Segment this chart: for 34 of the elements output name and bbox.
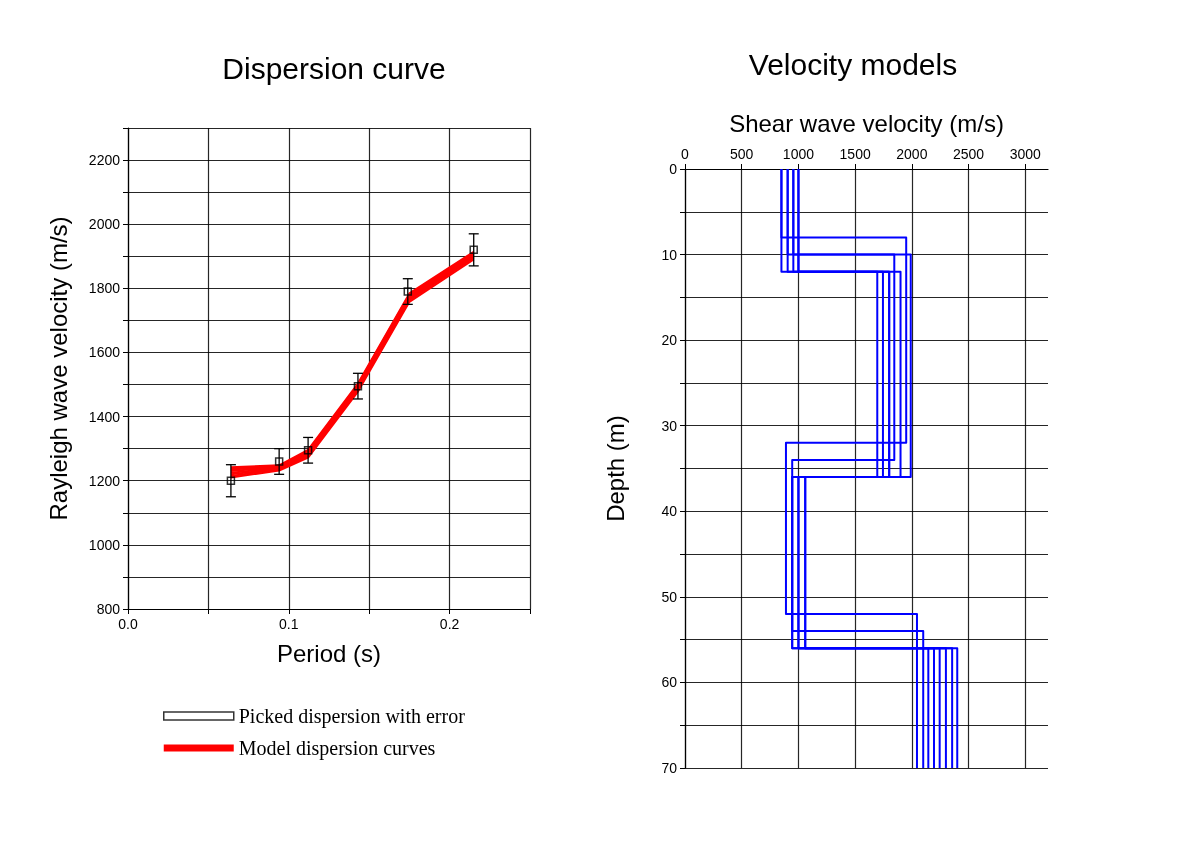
legend-label: Picked dispersion with error [238,705,466,728]
y-axis-title: Rayleigh wave velocity (m/s) [44,216,72,521]
y-tick-label: 1400 [88,408,121,425]
y-tick-label: 1600 [88,344,121,361]
chart-title: Velocity models [748,47,958,81]
y-tick-label: 70 [661,760,678,776]
legend-label: Model dispersion curves [238,737,436,760]
y-tick-label: 1800 [88,280,121,297]
chart-title: Dispersion curve [222,51,446,85]
y-tick-label: 50 [661,588,678,605]
x-axis-title: Shear wave velocity (m/s) [729,109,1004,137]
x-tick-label: 0.0 [118,616,138,632]
y-tick-label: 2200 [88,152,121,169]
y-tick-label: 800 [96,601,121,617]
y-tick-label: 1000 [88,536,121,553]
x-tick-label: 2500 [953,146,985,162]
y-tick-label: 0 [669,161,678,177]
y-tick-label: 20 [661,332,678,349]
y-axis-title: Depth (m) [601,415,629,522]
x-tick-label: 1000 [782,146,815,162]
x-tick-label: 3000 [1009,146,1042,162]
x-tick-label: 500 [730,146,754,162]
x-tick-label: 1500 [839,146,871,162]
x-tick-label: 0.2 [439,616,460,632]
y-tick-label: 10 [661,246,678,263]
y-tick-label: 60 [661,674,678,691]
x-tick-label: 0 [681,146,690,162]
x-axis-title: Period (s) [276,639,382,667]
y-tick-label: 30 [661,417,678,434]
y-tick-label: 1200 [88,472,121,489]
y-tick-label: 2000 [88,216,121,233]
x-tick-label: 0.1 [279,616,299,632]
x-tick-label: 2000 [896,146,928,162]
y-tick-label: 40 [661,503,678,520]
